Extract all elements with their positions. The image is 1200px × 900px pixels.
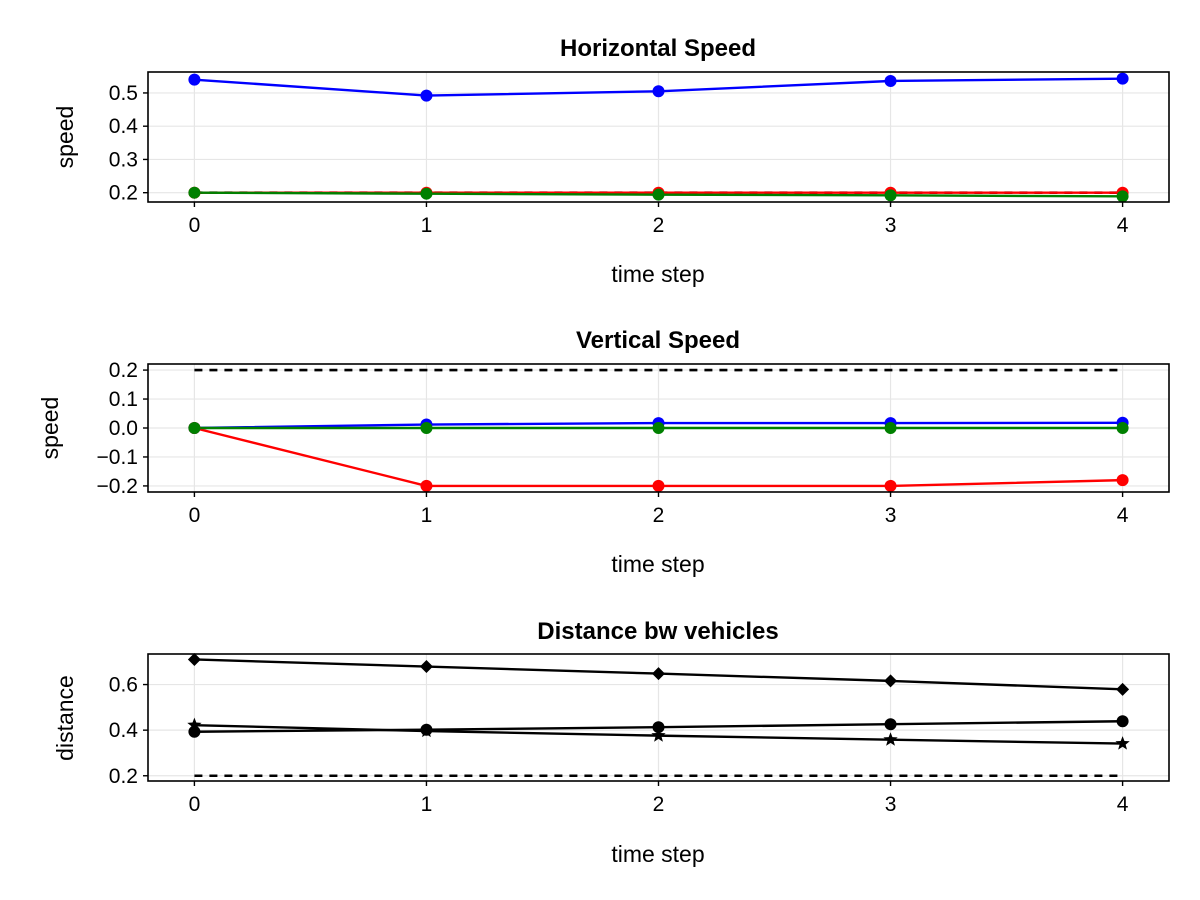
horizontal-speed-series-1-point <box>420 89 433 102</box>
vertical-speed-series-2-point <box>652 479 665 492</box>
distance-x-tick-label: 1 <box>421 793 433 816</box>
vertical-speed-panel: Vertical Speed 0 1 2 3 4 −0.2 −0.1 0.0 0.1 0.2 ti… <box>37 327 1170 577</box>
distance-x-tick-label: 4 <box>1117 793 1129 816</box>
horizontal-speed-y-axis-label: speed <box>52 106 78 169</box>
horizontal-speed-y-tick-label: 0.3 <box>109 148 138 171</box>
horizontal-speed-series-1-point <box>884 74 897 87</box>
distance-series-3-point <box>187 717 202 732</box>
distance-series-1-point <box>419 660 433 674</box>
distance-panel: Distance bw vehicles 0 1 2 3 4 0.2 0.4 0.6 time… <box>52 618 1170 867</box>
horizontal-speed-x-tick-label: 4 <box>1117 214 1129 237</box>
horizontal-speed-x-tick-label: 0 <box>189 214 201 237</box>
distance-title: Distance bw vehicles <box>537 618 778 645</box>
vertical-speed-x-tick-label: 3 <box>885 504 897 527</box>
horizontal-speed-series-1-point <box>188 73 201 86</box>
vertical-speed-x-tick-label: 1 <box>421 504 433 527</box>
vertical-speed-x-tick-label: 0 <box>189 504 201 527</box>
horizontal-speed-y-tick-label: 0.2 <box>109 182 138 205</box>
vertical-speed-series-2-point <box>1116 474 1129 487</box>
vertical-speed-title: Vertical Speed <box>576 327 740 354</box>
distance-x-axis-label: time step <box>611 841 704 867</box>
horizontal-speed-series-3-point <box>188 186 201 199</box>
horizontal-speed-series-3-point <box>1116 190 1129 203</box>
distance-y-tick-label: 0.4 <box>109 719 139 742</box>
horizontal-speed-y-tick-label: 0.4 <box>109 115 139 138</box>
distance-series-3-point <box>883 732 898 746</box>
horizontal-speed-x-tick-label: 3 <box>885 214 897 237</box>
vertical-speed-y-tick-label: −0.2 <box>97 475 138 498</box>
vertical-speed-y-tick-label: −0.1 <box>97 446 138 469</box>
distance-series-1-point <box>187 652 201 666</box>
distance-series-3-point <box>1115 736 1130 750</box>
vertical-speed-series-3-point <box>652 422 665 434</box>
vertical-speed-y-axis-label: speed <box>37 397 63 460</box>
horizontal-speed-series-3-point <box>652 188 665 201</box>
horizontal-speed-x-tick-label: 1 <box>421 214 433 237</box>
horizontal-speed-series-3-point <box>884 189 897 202</box>
distance-y-tick-label: 0.6 <box>109 674 138 697</box>
distance-y-tick-label: 0.2 <box>109 765 138 788</box>
distance-series-1-point <box>1116 682 1130 696</box>
vertical-speed-y-tick-label: 0.0 <box>109 417 138 440</box>
vertical-speed-y-tick-label: 0.2 <box>109 359 138 382</box>
horizontal-speed-series-3-point <box>420 187 433 200</box>
horizontal-speed-series-1-point <box>652 85 665 98</box>
vertical-speed-x-tick-label: 2 <box>653 504 665 527</box>
vertical-speed-series-3-point <box>884 422 897 434</box>
distance-series-1-point <box>884 674 898 688</box>
vertical-speed-x-axis-label: time step <box>611 551 704 577</box>
distance-x-tick-label: 3 <box>885 793 897 816</box>
distance-series-2-point <box>652 721 665 734</box>
horizontal-speed-y-tick-label: 0.5 <box>109 82 138 105</box>
vertical-speed-series-3-point <box>188 422 201 434</box>
vertical-speed-x-tick-label: 4 <box>1117 504 1129 527</box>
distance-series-3-point <box>651 728 666 742</box>
distance-series-2-point <box>884 718 897 731</box>
vertical-speed-series-3-point <box>420 422 433 434</box>
vertical-speed-series-3-point <box>1116 422 1129 434</box>
distance-series-3-point <box>419 723 434 738</box>
horizontal-speed-x-tick-label: 2 <box>653 214 665 237</box>
horizontal-speed-x-axis-label: time step <box>611 261 704 287</box>
vertical-speed-series-2-point <box>884 479 897 492</box>
distance-series-1-point <box>652 667 665 681</box>
vertical-speed-series-2-point <box>420 479 433 492</box>
horizontal-speed-panel: Horizontal Speed 0 1 2 3 4 0.2 0.3 0.4 0.5 time … <box>52 35 1170 287</box>
distance-y-axis-label: distance <box>52 675 78 761</box>
distance-x-tick-label: 2 <box>653 793 665 816</box>
distance-series-2-point <box>1116 715 1129 728</box>
horizontal-speed-title: Horizontal Speed <box>560 35 756 62</box>
horizontal-speed-series-1-point <box>1116 72 1129 85</box>
vertical-speed-y-tick-label: 0.1 <box>109 388 138 411</box>
distance-x-tick-label: 0 <box>189 793 201 816</box>
